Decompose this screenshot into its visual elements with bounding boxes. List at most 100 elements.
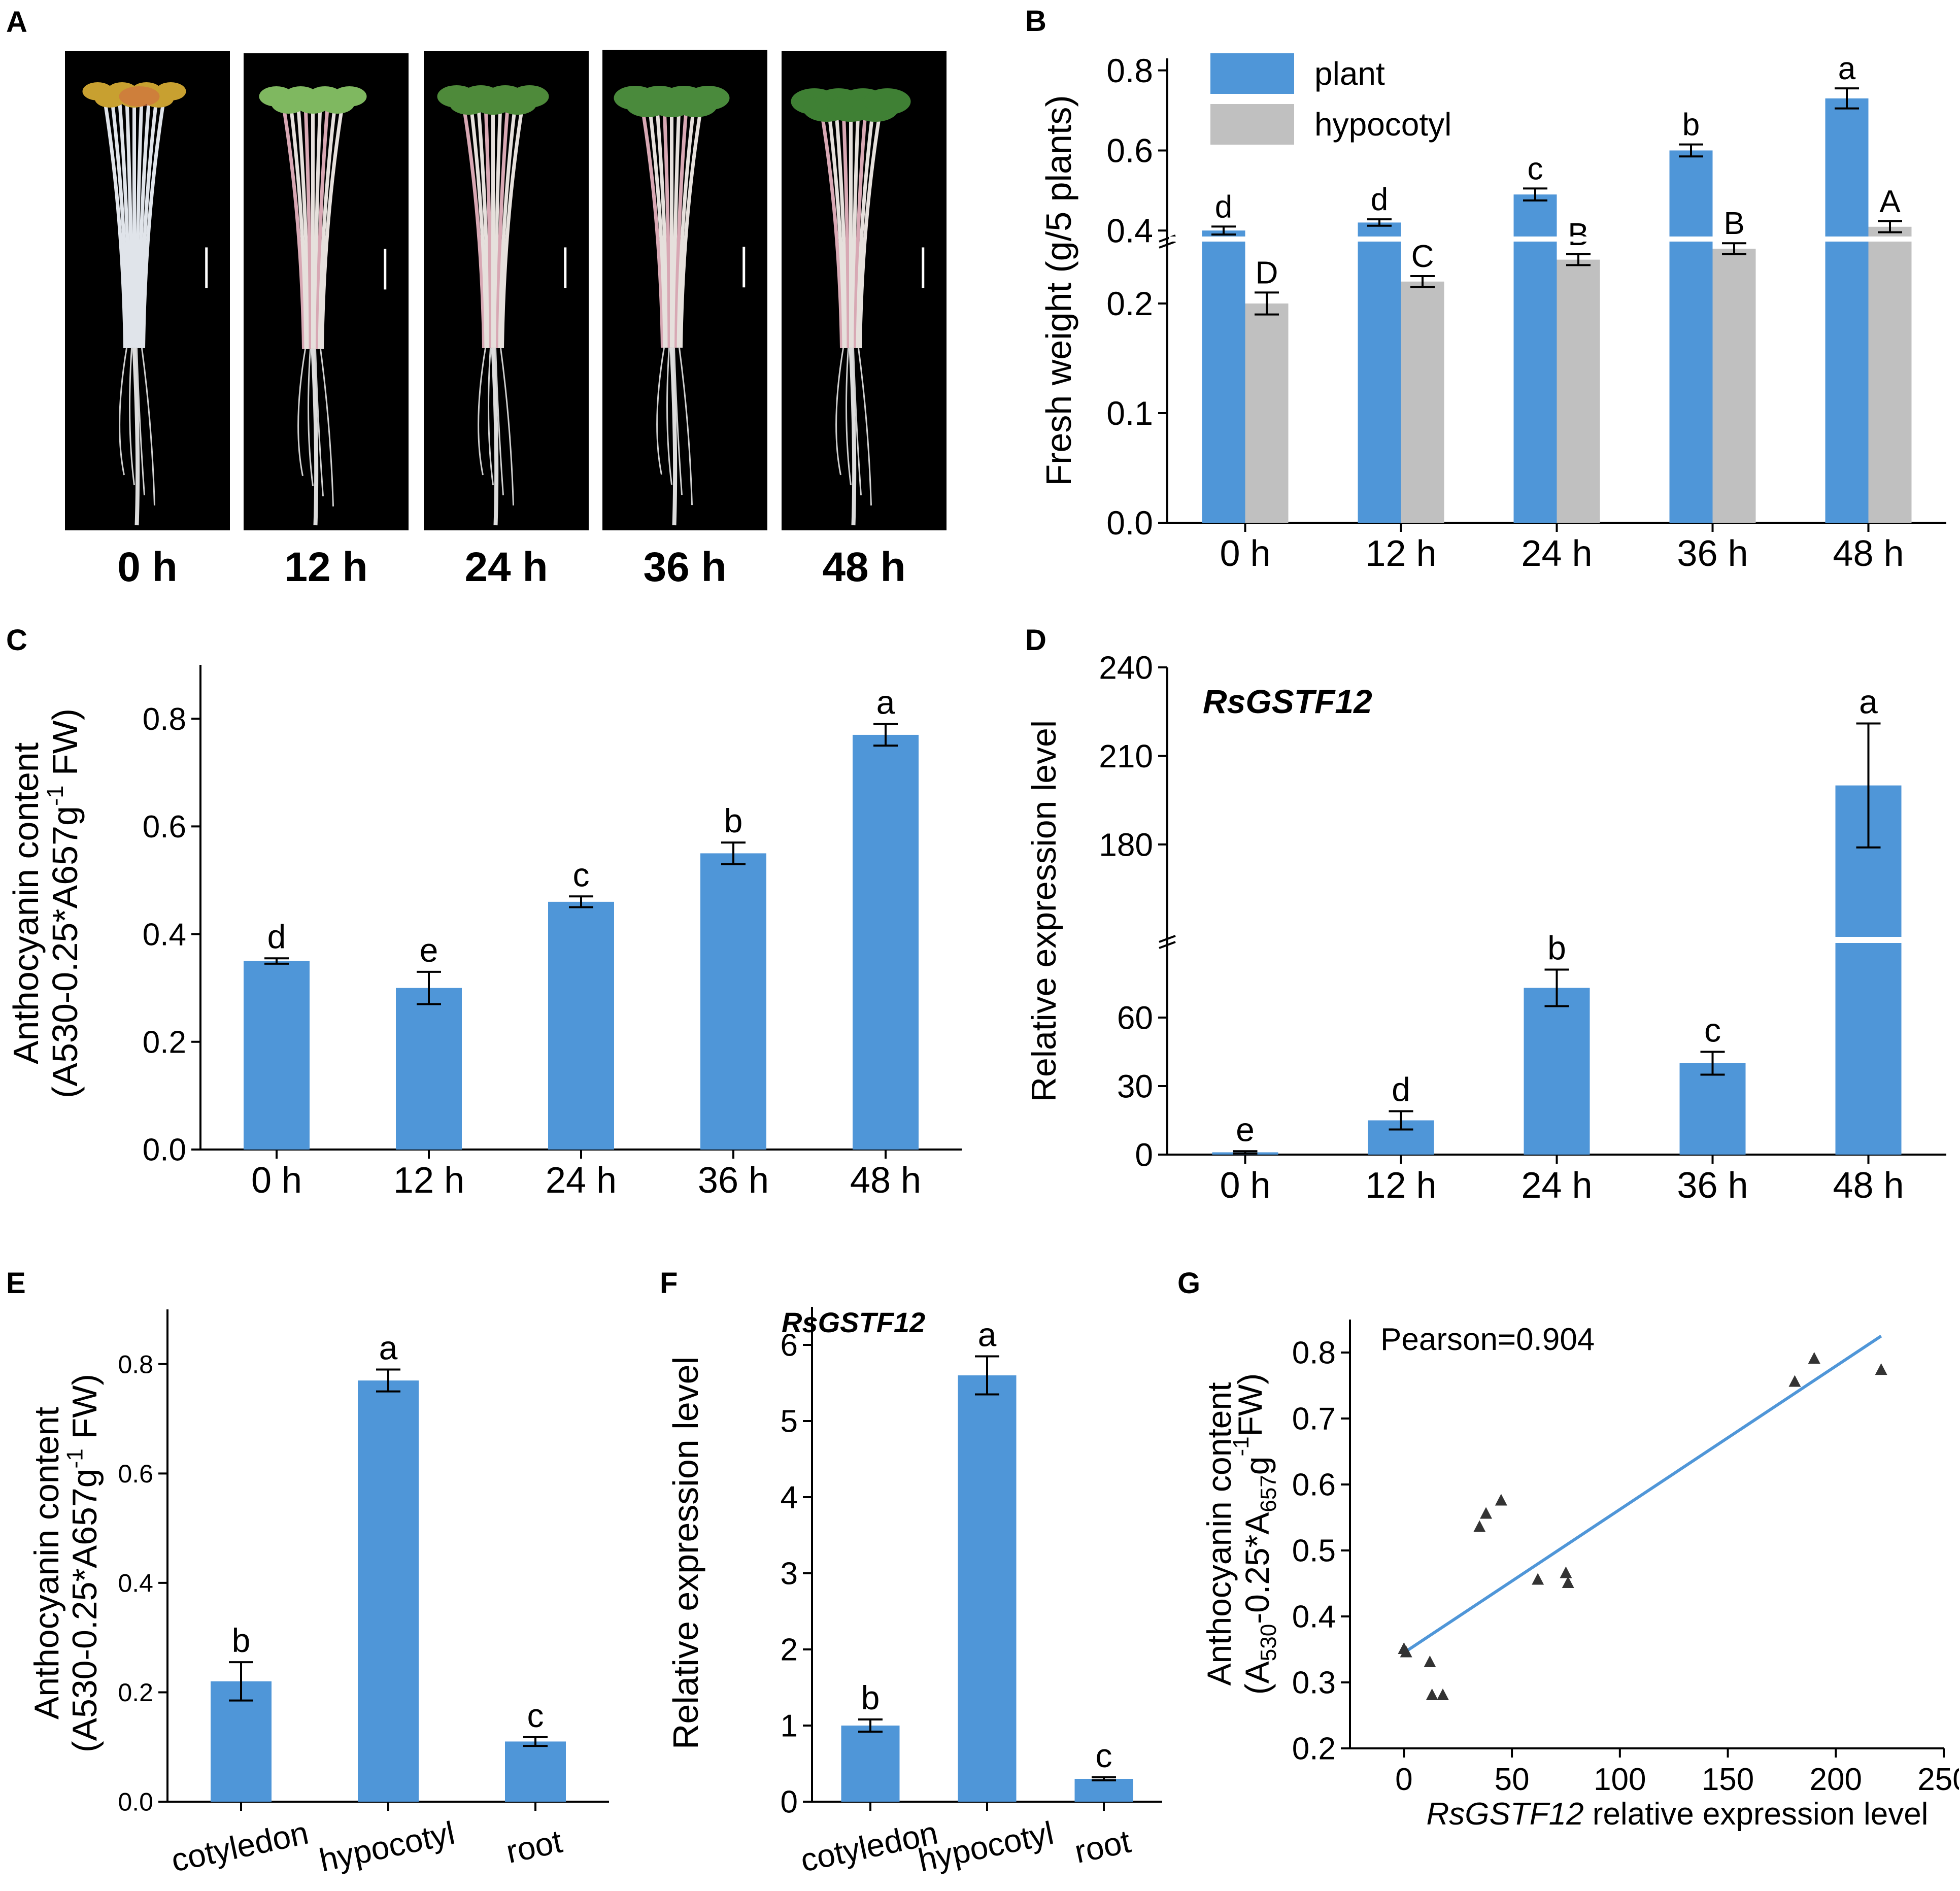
- data-point: [1480, 1507, 1493, 1519]
- seedling-stem: [640, 108, 664, 348]
- y-tick-label: 0.4: [118, 1569, 153, 1597]
- root-hair: [297, 349, 306, 477]
- y-tick-label: 240: [1099, 649, 1153, 686]
- seedling-stem: [827, 111, 846, 348]
- data-point: [1400, 1645, 1412, 1658]
- y-tick-label: 0.6: [143, 809, 186, 845]
- legend-swatch-plant: [1210, 53, 1294, 94]
- scale-bar: [384, 249, 387, 290]
- bar-plant: [1358, 222, 1401, 523]
- y-axis-label-units: (A530-0.25*A657g-1FW): [1229, 1373, 1281, 1695]
- seedling-stem: [110, 101, 129, 348]
- y-tick-label: 0.8: [118, 1350, 153, 1378]
- root-hair: [495, 348, 504, 496]
- y-tick-label: 0.8: [143, 702, 186, 737]
- cotyledon-leaf: [155, 82, 186, 100]
- chart-d: 0 30 60 180 210 240 0 h e 12 h d 24 h b 36 h c 48 h a Rs…: [1025, 649, 1946, 1206]
- cotyledon-tint: [119, 86, 160, 107]
- photo-label: 12 h: [284, 544, 367, 590]
- photo-label: 0 h: [117, 544, 177, 590]
- seedling-stem: [851, 111, 860, 348]
- x-tick-label: 12 h: [1365, 533, 1436, 574]
- significance-letter: a: [876, 684, 895, 721]
- data-point: [1473, 1520, 1486, 1532]
- data-point: [1788, 1375, 1801, 1387]
- bar: [1074, 1779, 1133, 1802]
- significance-letter: C: [1411, 239, 1434, 274]
- root-hair: [679, 347, 693, 505]
- data-point: [1424, 1656, 1436, 1667]
- cotyledon-leaf: [687, 86, 730, 110]
- y-tick-label: 4: [781, 1480, 798, 1515]
- seedling-stem: [674, 108, 688, 348]
- photo-label: 48 h: [822, 544, 905, 590]
- seedling-stem: [142, 101, 165, 348]
- root-hair: [835, 348, 844, 476]
- data-point: [1532, 1573, 1544, 1585]
- x-tick-label: 48 h: [1833, 1165, 1904, 1206]
- data-point: [1875, 1363, 1887, 1375]
- y-axis-label: Relative expression level: [1025, 720, 1063, 1102]
- legend-swatch-hypocotyl: [1210, 104, 1294, 145]
- data-point: [1436, 1689, 1449, 1700]
- chart-title: RsGSTF12: [1203, 683, 1372, 720]
- chart-c: 0.0 0.2 0.4 0.6 0.8 0 h d 12 h e 24 h c 36 h b 48 h a A…: [6, 665, 962, 1201]
- seedling-stem: [498, 106, 517, 348]
- panel-letter-a: A: [6, 6, 27, 39]
- root-hair: [846, 348, 852, 486]
- break-gap: [1834, 937, 1903, 943]
- photo-label: 24 h: [464, 544, 548, 590]
- significance-letter: a: [1838, 51, 1856, 86]
- significance-letter: A: [1879, 184, 1901, 219]
- seedling-root: [491, 348, 499, 526]
- chart-g: 0.2 0.3 0.4 0.5 0.6 0.7 0.8 0 50 100 150 200 250 Pear…: [1200, 1320, 1959, 1832]
- root-hair: [656, 347, 665, 475]
- pearson-annotation: Pearson=0.904: [1380, 1322, 1595, 1357]
- significance-letter: b: [861, 1679, 880, 1716]
- x-tick-label: 150: [1702, 1762, 1754, 1797]
- x-tick-label: 48 h: [850, 1160, 921, 1201]
- y-tick-label: 0.6: [118, 1460, 153, 1488]
- significance-letter: a: [1859, 683, 1878, 720]
- y-tick-label: 0.3: [1292, 1666, 1336, 1701]
- bar: [396, 988, 462, 1150]
- y-tick-label: 2: [781, 1633, 798, 1668]
- seedling-root: [849, 348, 857, 526]
- significance-letter: d: [1215, 189, 1232, 224]
- significance-letter: a: [379, 1329, 398, 1367]
- y-tick-label: 3: [781, 1557, 798, 1592]
- data-point: [1808, 1352, 1820, 1364]
- chart-e: 0.0 0.2 0.4 0.6 0.8 cotyledon b hypocotyl a root c…: [27, 1309, 609, 1879]
- significance-letter: B: [1568, 217, 1589, 252]
- y-tick-label: 1: [781, 1709, 798, 1744]
- axis-break-mark: [1159, 941, 1176, 949]
- bar-plant: [1825, 98, 1869, 523]
- data-point: [1495, 1494, 1507, 1506]
- x-tick-label: 24 h: [1521, 533, 1592, 574]
- y-tick-label: 0.8: [1292, 1336, 1336, 1371]
- significance-letter: c: [527, 1697, 544, 1734]
- seedling-root: [669, 347, 678, 526]
- y-axis-label: Anthocyanin content: [6, 742, 46, 1064]
- seedling-stem: [858, 111, 882, 348]
- cotyledon-leaf: [332, 86, 367, 107]
- bar-plant: [1513, 194, 1557, 523]
- x-tick-label: 12 h: [1365, 1165, 1436, 1206]
- bar-hypocotyl: [1712, 249, 1756, 523]
- significance-letter: d: [1392, 1071, 1410, 1108]
- root-hair: [488, 348, 494, 486]
- seedling-stem: [500, 106, 524, 348]
- seedling-stem: [139, 101, 158, 348]
- x-tick-label: 24 h: [546, 1160, 617, 1201]
- y-tick-label: 210: [1099, 738, 1153, 774]
- break-gap: [1169, 237, 1948, 242]
- y-tick-label: 0.4: [1106, 212, 1153, 249]
- y-axis-label: Anthocyanin content: [1200, 1382, 1238, 1685]
- x-tick-label: hypocotyl: [316, 1814, 458, 1879]
- y-tick-label: 0.5: [1292, 1534, 1336, 1569]
- y-tick-label: 0.0: [118, 1788, 153, 1816]
- scale-bar: [205, 247, 208, 288]
- bar: [1679, 1063, 1746, 1155]
- bar: [505, 1741, 566, 1802]
